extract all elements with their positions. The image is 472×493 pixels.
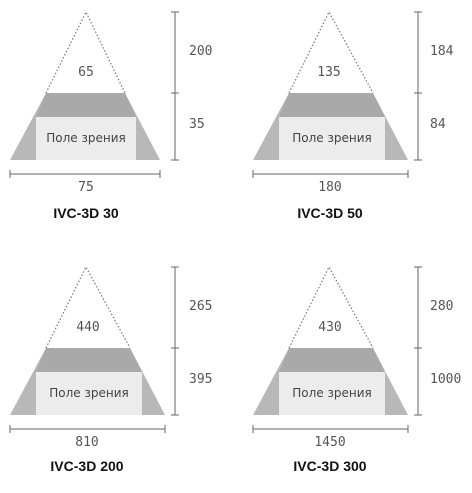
trapezoid-top-band	[279, 93, 385, 117]
top-width-label: 135	[317, 65, 341, 80]
bottom-width-label: 1450	[314, 435, 346, 450]
field-of-view-diagram	[252, 265, 422, 433]
field-of-view-diagram	[9, 10, 179, 178]
sensor-panel-ivc-3d-30: 65 200 35 Поле зрения 75 IVC-3D 30	[0, 0, 236, 238]
upper-height-label: 265	[189, 299, 213, 314]
lower-height-label: 1000	[430, 372, 462, 387]
sensor-panel-ivc-3d-50: 135 184 84 Поле зрения 180 IVC-3D 50	[243, 0, 472, 238]
viewing-cone-dotted	[45, 10, 126, 94]
top-width-label: 430	[318, 320, 342, 335]
field-of-view-diagram	[9, 265, 179, 433]
fov-label: Поле зрения	[292, 131, 372, 145]
trapezoid-top-band	[36, 93, 136, 117]
trapezoid-top-band	[36, 348, 142, 372]
lower-height-label: 84	[430, 117, 446, 132]
fov-label: Поле зрения	[292, 386, 372, 400]
upper-height-label: 200	[189, 44, 213, 59]
model-name: IVC-3D 30	[53, 205, 119, 221]
viewing-cone-dotted	[288, 10, 374, 94]
sensor-panel-ivc-3d-300: 430 280 1000 Поле зрения 1450 IVC-3D 300	[243, 255, 472, 493]
top-width-label: 440	[76, 320, 100, 335]
upper-height-label: 280	[430, 299, 454, 314]
bottom-width-label: 180	[318, 180, 342, 195]
upper-height-label: 184	[430, 44, 454, 59]
viewing-cone-dotted	[288, 265, 374, 349]
bottom-width-label: 75	[78, 180, 94, 195]
trapezoid-top-band	[279, 348, 385, 372]
fov-label: Поле зрения	[49, 386, 129, 400]
viewing-cone-dotted	[45, 265, 131, 349]
fov-box	[36, 117, 136, 160]
model-name: IVC-3D 50	[297, 205, 363, 221]
bottom-width-label: 810	[75, 435, 99, 450]
fov-label: Поле зрения	[46, 131, 126, 145]
fov-box	[36, 372, 142, 415]
lower-height-label: 395	[189, 372, 213, 387]
sensor-panel-ivc-3d-200: 440 265 395 Поле зрения 810 IVC-3D 200	[0, 255, 236, 493]
fov-box	[279, 117, 385, 160]
fov-box	[279, 372, 385, 415]
lower-height-label: 35	[189, 117, 205, 132]
field-of-view-diagram	[252, 10, 422, 178]
model-name: IVC-3D 200	[50, 458, 124, 474]
top-width-label: 65	[78, 65, 94, 80]
model-name: IVC-3D 300	[293, 458, 367, 474]
